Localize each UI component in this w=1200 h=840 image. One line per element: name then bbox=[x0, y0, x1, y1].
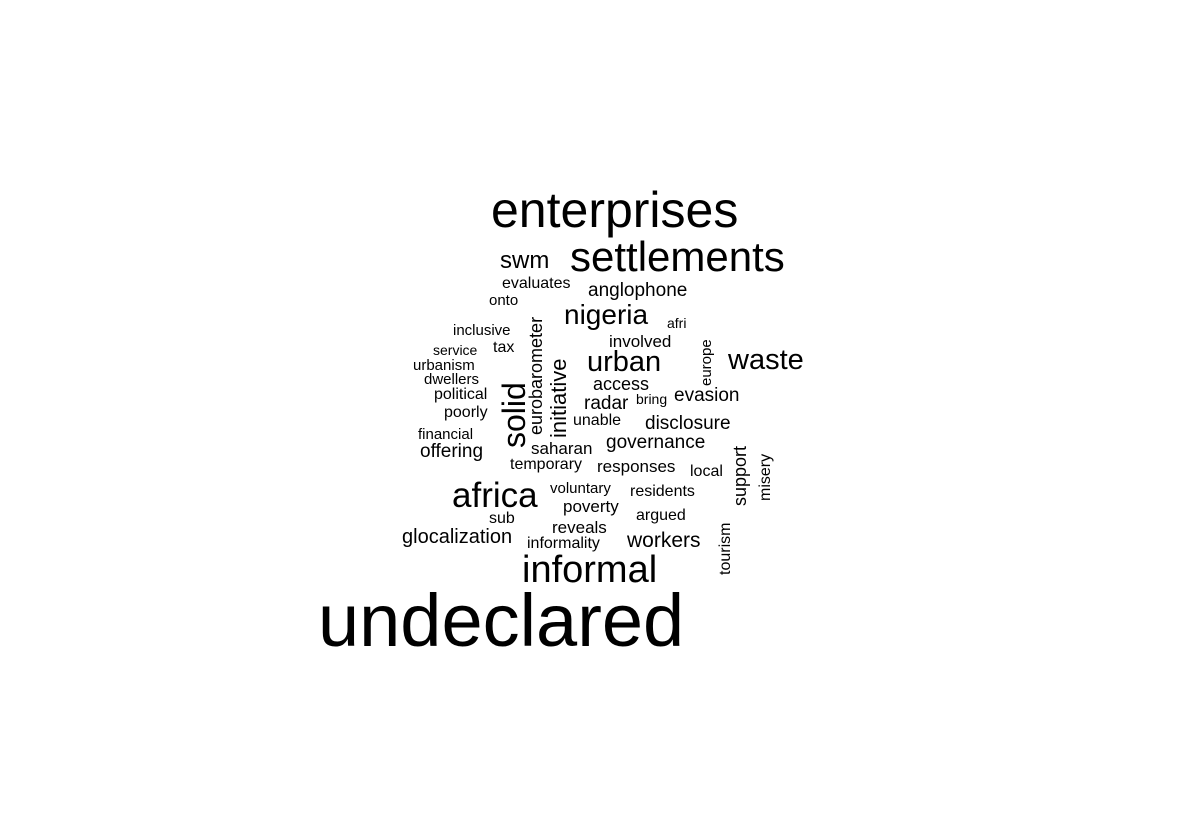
word-radar: radar bbox=[584, 393, 629, 414]
word-swm: swm bbox=[500, 247, 550, 274]
word-europe: europe bbox=[698, 339, 715, 386]
word-access: access bbox=[593, 374, 650, 394]
word-eurobarometer: eurobarometer bbox=[526, 316, 546, 435]
word-glocalization: glocalization bbox=[402, 526, 513, 548]
word-service: service bbox=[433, 342, 478, 358]
word-poorly: poorly bbox=[444, 404, 488, 421]
word-urban: urban bbox=[587, 346, 662, 378]
word-misery: misery bbox=[757, 453, 774, 501]
word-bring: bring bbox=[636, 391, 668, 407]
word-onto: onto bbox=[489, 292, 519, 309]
word-sub: sub bbox=[489, 510, 515, 527]
word-support: support bbox=[730, 445, 750, 506]
word-unable: unable bbox=[573, 412, 622, 429]
word-nigeria: nigeria bbox=[564, 299, 649, 330]
word-voluntary: voluntary bbox=[550, 480, 611, 497]
word-temporary: temporary bbox=[510, 456, 583, 473]
word-residents: residents bbox=[630, 483, 695, 500]
word-waste: waste bbox=[728, 344, 804, 376]
word-initiative: initiative bbox=[546, 358, 571, 438]
word-tax: tax bbox=[493, 339, 515, 356]
word-evaluates: evaluates bbox=[502, 275, 571, 292]
word-africa: africa bbox=[452, 476, 538, 515]
word-tourism: tourism bbox=[717, 522, 734, 575]
word-financial: financial bbox=[418, 426, 474, 443]
word-urbanism: urbanism bbox=[413, 357, 475, 374]
word-informality: informality bbox=[527, 535, 600, 552]
word-offering: offering bbox=[420, 441, 484, 462]
word-saharan: saharan bbox=[531, 439, 593, 458]
word-settlements: settlements bbox=[570, 233, 785, 280]
word-responses: responses bbox=[597, 457, 676, 476]
word-political: political bbox=[434, 386, 488, 403]
word-afri: afri bbox=[667, 315, 687, 331]
word-poverty: poverty bbox=[563, 497, 619, 516]
word-informal: informal bbox=[522, 549, 658, 591]
word-evasion: evasion bbox=[674, 385, 740, 406]
word-undeclared: undeclared bbox=[318, 579, 685, 662]
word-argued: argued bbox=[636, 507, 686, 524]
word-reveals: reveals bbox=[552, 518, 607, 537]
word-local: local bbox=[690, 463, 723, 480]
word-governance: governance bbox=[606, 432, 706, 453]
word-anglophone: anglophone bbox=[588, 280, 688, 301]
word-dwellers: dwellers bbox=[424, 371, 480, 388]
word-disclosure: disclosure bbox=[645, 413, 731, 434]
word-workers: workers bbox=[627, 529, 701, 552]
word-involved: involved bbox=[609, 332, 672, 351]
word-enterprises: enterprises bbox=[491, 182, 739, 238]
word-inclusive: inclusive bbox=[453, 322, 511, 339]
